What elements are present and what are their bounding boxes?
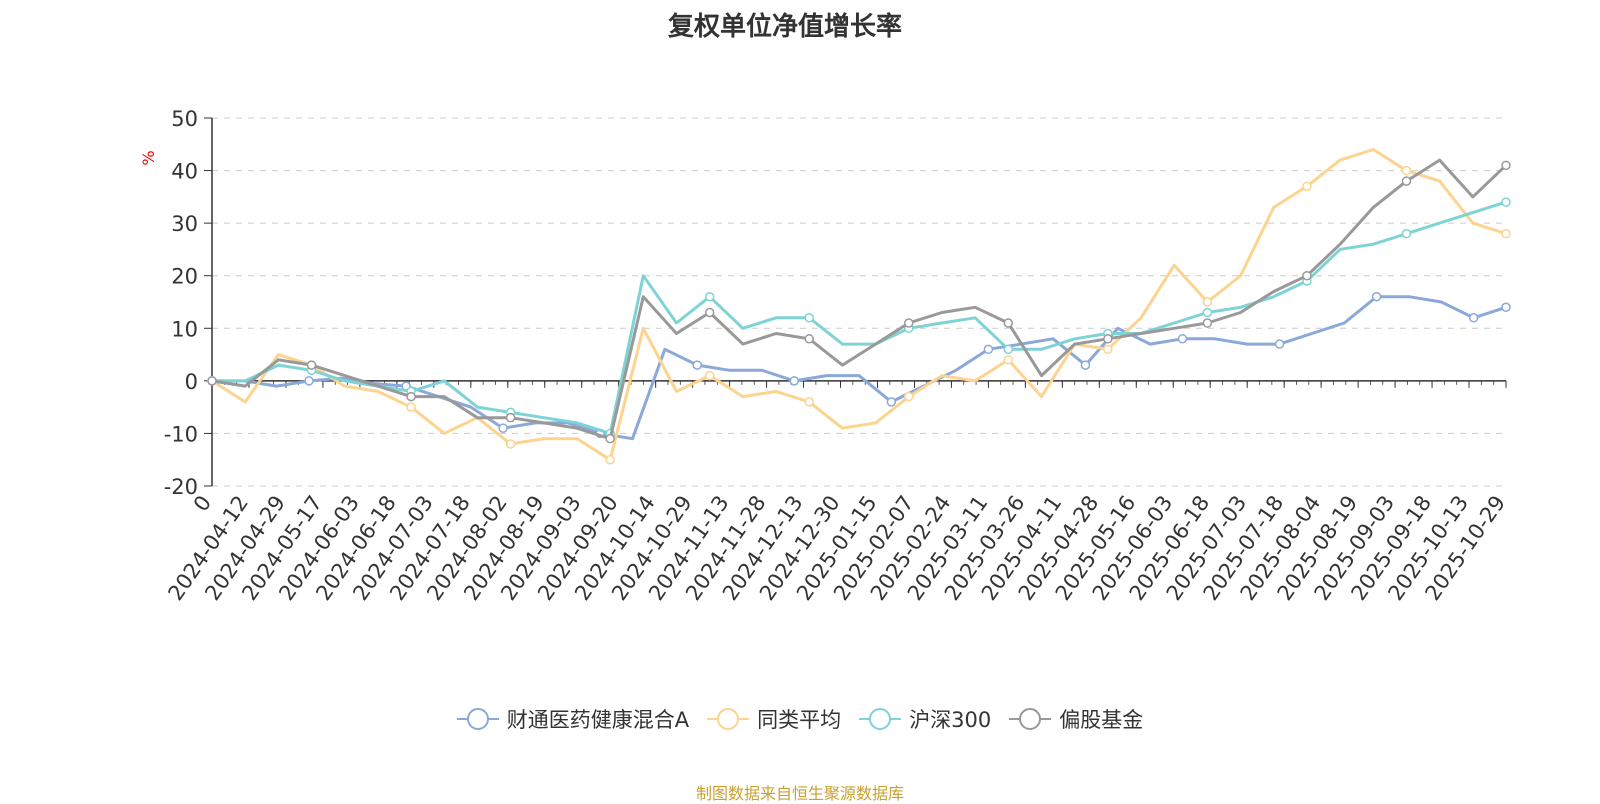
chart-title: 复权单位净值增长率 bbox=[667, 12, 902, 42]
legend-label-fund: 财通医药健康混合A bbox=[506, 708, 690, 732]
y-tick-label: 50 bbox=[171, 107, 198, 131]
series-point-0 bbox=[1274, 339, 1285, 349]
source-note: 制图数据来自恒生聚源数据库 bbox=[695, 784, 904, 803]
series-line-3 bbox=[211, 158, 1508, 441]
series-point-2 bbox=[704, 291, 715, 302]
series-point-2 bbox=[1003, 344, 1014, 355]
legend-label-csi300: 沪深300 bbox=[909, 708, 992, 732]
legend-swatch-marker bbox=[869, 708, 892, 730]
legend-label-peer-average: 同类平均 bbox=[757, 708, 842, 732]
series-point-0 bbox=[498, 423, 508, 433]
series-point-1 bbox=[406, 402, 416, 412]
series-point-1 bbox=[1401, 165, 1412, 176]
series-point-3 bbox=[207, 376, 217, 386]
series-point-3 bbox=[1501, 160, 1511, 171]
y-tick-label: 10 bbox=[171, 317, 198, 341]
series-point-1 bbox=[505, 439, 516, 449]
x-tick-label: 0 bbox=[189, 491, 216, 516]
legend-item-csi300[interactable]: 沪深300 bbox=[859, 704, 991, 734]
series-line-2 bbox=[212, 200, 1507, 435]
series-point-3 bbox=[306, 360, 317, 370]
series-line-1 bbox=[211, 148, 1507, 462]
series-point-3 bbox=[406, 391, 416, 402]
y-tick-label: 20 bbox=[171, 265, 198, 289]
series-point-2 bbox=[1202, 307, 1213, 318]
series-point-0 bbox=[304, 376, 314, 386]
legend-item-equity-funds[interactable]: 偏股基金 bbox=[1009, 704, 1143, 734]
series-point-3 bbox=[704, 307, 715, 318]
series-point-0 bbox=[983, 344, 994, 355]
series-point-0 bbox=[1080, 360, 1091, 370]
series-point-1 bbox=[605, 454, 615, 465]
series-point-1 bbox=[1103, 344, 1113, 355]
series-point-0 bbox=[886, 397, 897, 407]
legend-item-peer-average[interactable]: 同类平均 bbox=[707, 704, 841, 734]
series-point-3 bbox=[1202, 318, 1213, 328]
series-point-3 bbox=[1003, 318, 1014, 328]
series-point-1 bbox=[704, 370, 715, 381]
legend-swatch-equity-funds bbox=[1009, 708, 1052, 730]
series-point-3 bbox=[605, 433, 615, 444]
y-tick-label: 0 bbox=[185, 370, 198, 394]
legend-swatch-marker bbox=[717, 708, 740, 730]
series-point-0 bbox=[1371, 291, 1382, 302]
series-line-0 bbox=[212, 295, 1507, 441]
y-tick-label: -10 bbox=[164, 422, 198, 446]
series-point-0 bbox=[692, 360, 702, 370]
legend-swatch-marker bbox=[1019, 708, 1042, 730]
legend-swatch-csi300 bbox=[859, 708, 902, 730]
series-point-3 bbox=[1302, 270, 1312, 281]
series-point-1 bbox=[1202, 297, 1213, 307]
series-point-1 bbox=[1302, 181, 1312, 192]
y-tick-label: -20 bbox=[164, 475, 198, 499]
series-point-2 bbox=[1501, 197, 1511, 207]
series-point-0 bbox=[1501, 302, 1511, 313]
series-point-3 bbox=[904, 318, 914, 328]
legend-swatch-marker bbox=[466, 708, 489, 730]
series-point-1 bbox=[904, 391, 914, 402]
legend-label-equity-funds: 偏股基金 bbox=[1059, 708, 1144, 732]
series-point-2 bbox=[804, 313, 814, 323]
series-point-2 bbox=[1401, 228, 1412, 239]
y-tick-label: 30 bbox=[171, 212, 198, 236]
series-point-0 bbox=[1177, 334, 1188, 344]
series-point-3 bbox=[1103, 334, 1113, 344]
series-point-1 bbox=[804, 397, 814, 407]
series-point-1 bbox=[1501, 228, 1511, 239]
legend-item-fund[interactable]: 财通医药健康混合A bbox=[456, 704, 690, 734]
series-point-0 bbox=[1468, 313, 1479, 323]
series-point-3 bbox=[505, 412, 516, 423]
y-tick-label: 40 bbox=[171, 160, 198, 184]
series-point-0 bbox=[789, 376, 800, 386]
series-point-3 bbox=[1401, 176, 1412, 186]
legend-swatch-fund bbox=[456, 708, 499, 730]
legend: 财通医药健康混合A 同类平均 沪深300 偏股基金 bbox=[0, 704, 1600, 734]
y-axis-label: % bbox=[139, 150, 158, 165]
series-point-1 bbox=[1003, 355, 1014, 365]
legend-swatch-peer-average bbox=[707, 708, 750, 730]
series-point-3 bbox=[804, 334, 814, 344]
